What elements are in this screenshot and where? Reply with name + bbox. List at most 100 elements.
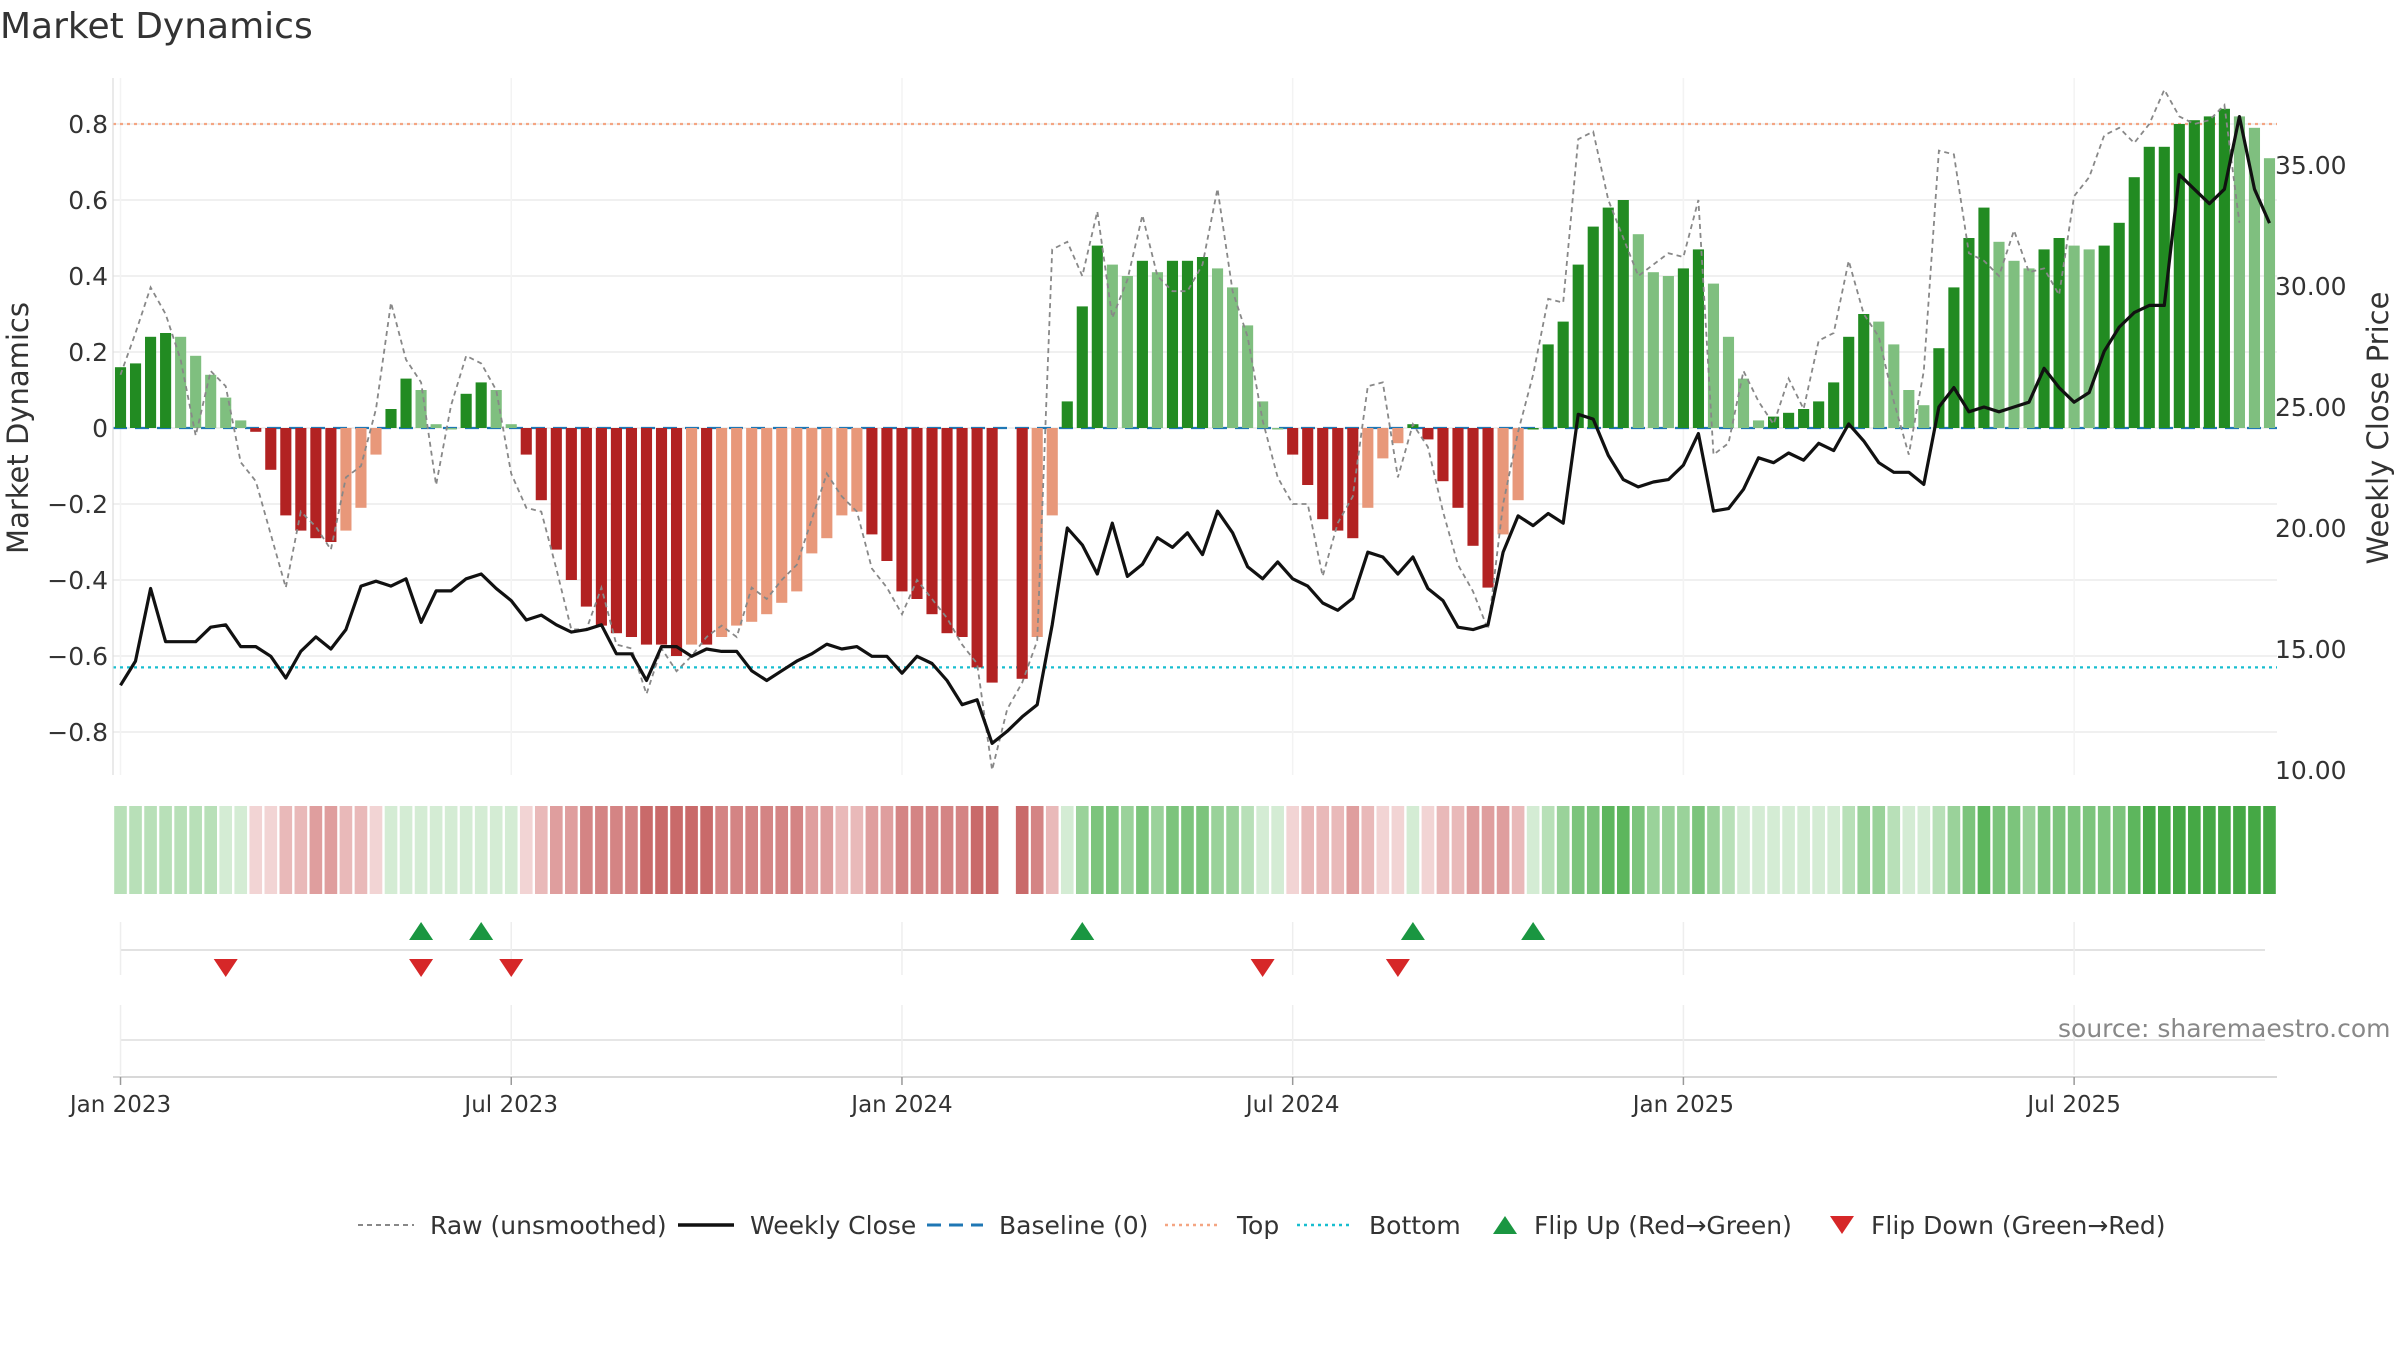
strip-cell — [1075, 806, 1089, 894]
strip-cell — [745, 806, 758, 894]
bar — [1572, 264, 1584, 428]
strip-cell — [1451, 806, 1465, 894]
right-tick-label: 25.00 — [2275, 393, 2347, 422]
bar — [2188, 120, 2200, 428]
strip-cell — [159, 806, 172, 894]
strip-cell — [670, 806, 683, 894]
right-tick-label: 35.00 — [2275, 151, 2347, 180]
strip-cell — [2218, 806, 2231, 894]
legend-label: Flip Up (Red→Green) — [1534, 1210, 1792, 1240]
strip-cell — [715, 806, 728, 894]
bar — [475, 382, 487, 428]
bar — [1091, 245, 1103, 428]
bar — [1813, 401, 1825, 428]
bar — [1692, 249, 1704, 428]
strip-cell — [2263, 806, 2276, 894]
left-tick-label: −0.8 — [47, 718, 108, 747]
strip-cell — [1346, 806, 1360, 894]
strip-cell — [610, 806, 623, 894]
left-tick-label: −0.4 — [47, 566, 108, 595]
strip-cell — [1286, 806, 1299, 894]
strip-cell — [309, 806, 323, 894]
legend-item-raw: Raw (unsmoothed) — [356, 1205, 667, 1245]
bar — [1707, 283, 1720, 428]
strip-cell — [2203, 806, 2216, 894]
strip-cell — [1526, 806, 1540, 894]
strip-cell — [985, 806, 999, 894]
bar — [2263, 158, 2276, 428]
strip-cell — [2127, 806, 2141, 894]
flip-up-marker — [469, 922, 494, 940]
left-axis-label: Market Dynamics — [1, 302, 35, 554]
bar — [430, 424, 442, 428]
legend-label: Weekly Close — [750, 1210, 917, 1240]
strip-cell — [429, 806, 443, 894]
strip-cell — [1241, 806, 1254, 894]
strip-cell — [1857, 806, 1871, 894]
bar — [385, 409, 397, 428]
strip-cell — [940, 806, 954, 894]
strip-cell — [1421, 806, 1435, 894]
strip-cell — [2052, 806, 2066, 894]
legend-item-flip_up: Flip Up (Red→Green) — [1490, 1205, 1792, 1245]
bar — [1918, 405, 1930, 428]
bar — [1783, 412, 1795, 428]
bar — [565, 428, 577, 580]
flip-down-marker — [1250, 959, 1275, 977]
bar — [265, 428, 277, 470]
bar — [1527, 428, 1539, 430]
bar — [280, 428, 292, 516]
strip-cell — [234, 806, 248, 894]
bar — [1016, 428, 1028, 679]
bar — [2143, 146, 2155, 429]
strip-cell — [1842, 806, 1856, 894]
bar — [956, 428, 968, 637]
strip-cell — [2022, 806, 2036, 894]
bar — [415, 390, 427, 428]
strip-cell — [1722, 806, 1735, 894]
legend-marker-flip_down — [1830, 1216, 1854, 1234]
strip-cell — [1391, 806, 1405, 894]
bar — [821, 428, 833, 539]
strip-cell — [805, 806, 819, 894]
bar — [1437, 428, 1449, 482]
bar — [370, 428, 382, 455]
right-tick-label: 20.00 — [2275, 514, 2347, 543]
left-tick-label: 0.8 — [68, 110, 108, 139]
strip-cell — [444, 806, 458, 894]
bar — [926, 428, 938, 615]
strip-cell — [970, 806, 984, 894]
bar — [1392, 428, 1404, 444]
bar — [1632, 234, 1644, 428]
strip-cell — [1106, 806, 1119, 894]
bar — [1061, 401, 1073, 428]
axes: −0.8 −0.6 −0.4 −0.2 0 0.2 0.4 0.6 0.8 Market Dyna… — [1, 78, 2395, 785]
bar — [2083, 249, 2095, 428]
strip-cell — [1226, 806, 1239, 894]
bar — [2128, 177, 2140, 428]
strip-cell — [1181, 806, 1194, 894]
bar — [1106, 264, 1118, 428]
strip-cell — [910, 806, 924, 894]
bar — [325, 428, 337, 542]
bar — [761, 428, 773, 615]
strip-cell — [264, 806, 278, 894]
strip-cell — [399, 806, 413, 894]
bar — [1467, 428, 1479, 546]
strip-cell — [1015, 806, 1029, 894]
bar — [1647, 272, 1659, 428]
bar — [896, 428, 908, 592]
bar — [2158, 146, 2170, 429]
strip-cell — [2037, 806, 2051, 894]
bar — [1587, 226, 1599, 428]
strip-cell — [685, 806, 698, 894]
strip-cell — [474, 806, 488, 894]
bar — [114, 367, 127, 428]
strip-cell — [700, 806, 713, 894]
bar — [2173, 124, 2185, 428]
bar — [460, 393, 472, 428]
strip-cell — [1361, 806, 1375, 894]
legend-item-close: Weekly Close — [676, 1205, 916, 1245]
bar — [971, 428, 983, 668]
